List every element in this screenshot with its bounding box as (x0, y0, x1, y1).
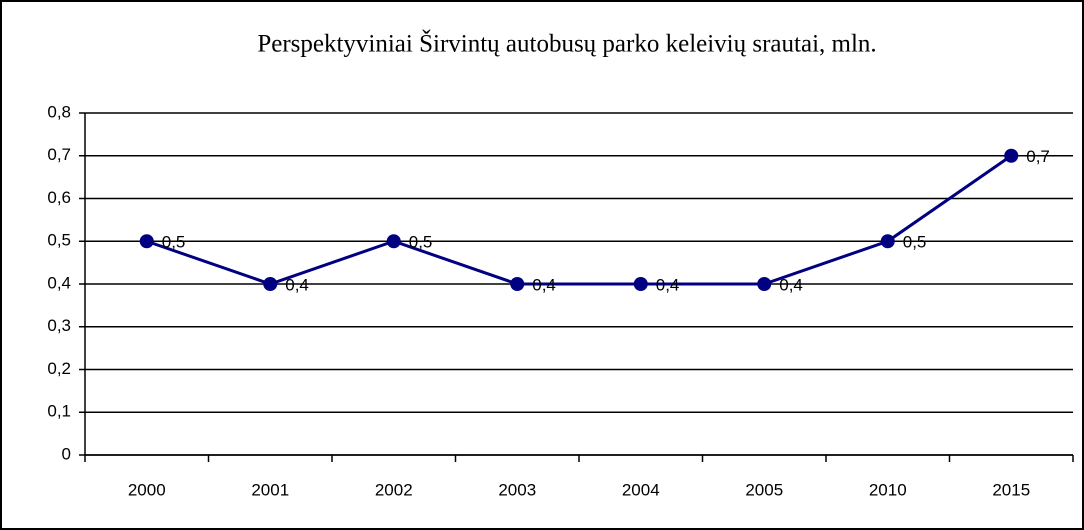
y-tick-label: 0 (62, 444, 71, 463)
x-tick-label: 2003 (498, 480, 536, 499)
data-label: 0,5 (162, 233, 186, 252)
chart-title: Perspektyviniai Širvintų autobusų parko … (257, 29, 876, 58)
data-point (139, 234, 154, 249)
y-tick-label: 0,1 (47, 402, 71, 421)
data-point (386, 234, 401, 249)
x-tick-label: 2002 (375, 480, 413, 499)
data-point (263, 277, 278, 291)
x-tick-label: 2001 (251, 480, 289, 499)
y-tick-label: 0,8 (47, 102, 71, 121)
data-point (633, 277, 648, 291)
series-line (146, 154, 1013, 286)
x-tick-label: 2005 (745, 480, 783, 499)
data-point (880, 234, 895, 249)
data-point (757, 277, 772, 291)
x-tick-label: 2015 (992, 480, 1030, 499)
y-tick-label: 0,5 (47, 231, 71, 250)
data-label: 0,4 (779, 275, 803, 294)
data-point (510, 277, 525, 291)
y-tick-label: 0,6 (47, 188, 71, 207)
data-label: 0,5 (903, 233, 927, 252)
y-tick-label: 0,3 (47, 316, 71, 335)
data-label: 0,4 (532, 275, 556, 294)
y-tick-label: 0,7 (47, 145, 71, 164)
data-point (1004, 148, 1019, 163)
data-label: 0,4 (656, 275, 680, 294)
data-label: 0,7 (1026, 147, 1050, 166)
y-tick-label: 0,4 (47, 273, 71, 292)
x-tick-label: 2010 (869, 480, 907, 499)
data-label: 0,5 (409, 233, 433, 252)
x-tick-label: 2004 (622, 480, 660, 499)
data-label: 0,4 (285, 275, 309, 294)
x-tick-label: 2000 (128, 480, 166, 499)
y-tick-label: 0,2 (47, 359, 71, 378)
